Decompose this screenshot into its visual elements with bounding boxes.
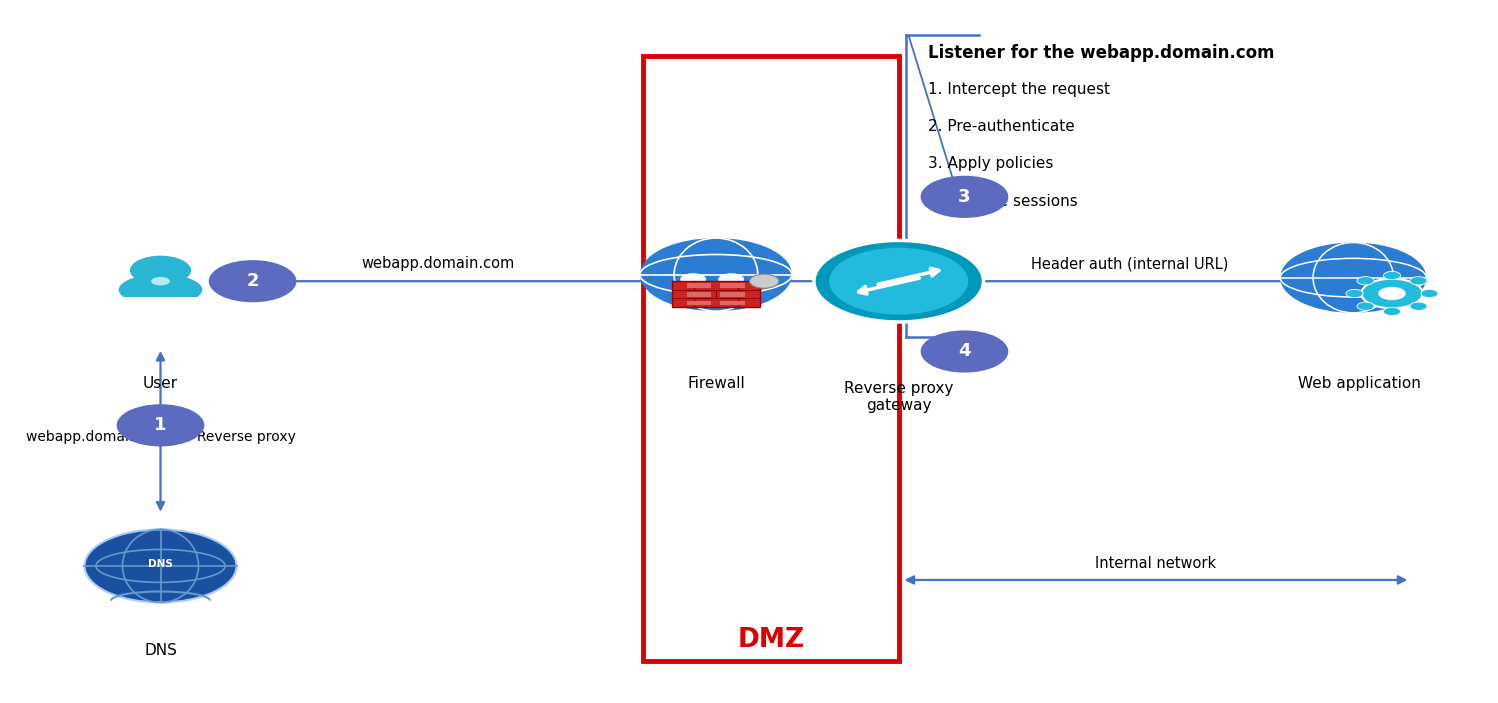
Circle shape — [1362, 278, 1423, 308]
Circle shape — [1281, 243, 1426, 313]
Text: DMZ: DMZ — [739, 627, 804, 652]
FancyBboxPatch shape — [686, 292, 712, 297]
Circle shape — [1410, 302, 1428, 310]
Circle shape — [208, 260, 297, 302]
Text: 2. Pre-authenticate: 2. Pre-authenticate — [927, 119, 1074, 134]
Text: DNS: DNS — [148, 559, 172, 569]
Text: 1: 1 — [154, 416, 166, 434]
Text: Reverse proxy
gateway: Reverse proxy gateway — [843, 381, 953, 413]
Text: Web application: Web application — [1297, 375, 1420, 391]
Circle shape — [1384, 307, 1401, 316]
Circle shape — [1357, 277, 1374, 285]
Circle shape — [1422, 290, 1438, 297]
Text: Listener for the webapp.domain.com: Listener for the webapp.domain.com — [927, 44, 1275, 62]
Text: webapp.domain.com: webapp.domain.com — [361, 256, 515, 271]
Text: 4: 4 — [959, 342, 971, 361]
Circle shape — [1357, 302, 1374, 310]
Text: 4. Manage sessions: 4. Manage sessions — [927, 193, 1077, 209]
Text: Internal network: Internal network — [1095, 556, 1216, 572]
Text: Header auth (internal URL): Header auth (internal URL) — [1031, 256, 1228, 271]
Text: Firewall: Firewall — [688, 375, 745, 391]
Circle shape — [749, 274, 779, 288]
FancyBboxPatch shape — [686, 283, 712, 288]
Text: webapp.domain.com -> Reverse proxy: webapp.domain.com -> Reverse proxy — [25, 430, 295, 444]
FancyBboxPatch shape — [686, 301, 712, 305]
FancyBboxPatch shape — [673, 280, 759, 307]
Circle shape — [640, 238, 792, 311]
Circle shape — [1378, 287, 1405, 300]
Circle shape — [813, 240, 984, 322]
Circle shape — [117, 404, 204, 446]
FancyBboxPatch shape — [118, 297, 202, 313]
Circle shape — [921, 176, 1008, 218]
Circle shape — [680, 273, 706, 285]
Text: 3. Apply policies: 3. Apply policies — [927, 156, 1053, 172]
Text: 1. Intercept the request: 1. Intercept the request — [927, 82, 1110, 97]
Circle shape — [921, 330, 1008, 373]
Circle shape — [84, 529, 237, 602]
Text: User: User — [142, 375, 178, 391]
Text: DNS: DNS — [144, 643, 177, 658]
Circle shape — [1384, 271, 1401, 280]
FancyBboxPatch shape — [721, 301, 745, 305]
Ellipse shape — [118, 274, 202, 305]
Circle shape — [718, 273, 745, 285]
Text: 2: 2 — [246, 272, 259, 290]
Circle shape — [830, 247, 968, 315]
Circle shape — [1410, 277, 1428, 285]
FancyBboxPatch shape — [721, 292, 745, 297]
Circle shape — [130, 256, 192, 285]
FancyBboxPatch shape — [721, 283, 745, 288]
Circle shape — [1347, 290, 1363, 297]
Ellipse shape — [151, 277, 169, 285]
Text: 3: 3 — [959, 188, 971, 206]
